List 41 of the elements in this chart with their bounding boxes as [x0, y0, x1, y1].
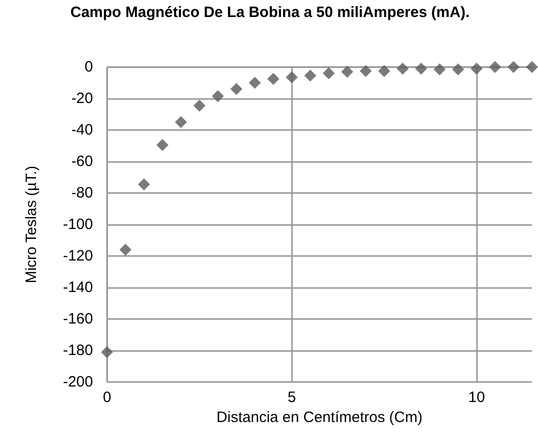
point: [526, 61, 538, 73]
point: [156, 138, 168, 151]
y-tick-label: -140: [62, 279, 93, 296]
point: [341, 66, 354, 78]
point: [174, 116, 187, 128]
point: [230, 83, 242, 96]
point: [396, 62, 409, 75]
y-tick-label: -60: [71, 153, 93, 170]
point: [322, 67, 335, 80]
x-tick-label: 0: [102, 389, 112, 406]
point: [138, 178, 150, 190]
y-axis-title: Micro Teslas (µT.): [23, 166, 40, 284]
point: [212, 90, 224, 102]
chart-title: Campo Magnético De La Bobina a 50 miliAmperes (mA).: [70, 3, 470, 22]
y-tick-label: -120: [62, 248, 93, 264]
point: [434, 63, 446, 76]
point: [489, 61, 502, 73]
point: [248, 76, 261, 89]
x-axis-title: Distancia en Centímetros (Cm): [216, 408, 422, 426]
y-tick-label: -80: [71, 184, 93, 202]
point: [193, 100, 206, 112]
point: [101, 346, 113, 358]
point: [360, 64, 372, 77]
point: [508, 61, 520, 73]
x-tick-label: 5: [288, 389, 296, 406]
y-tick-label: 0: [84, 58, 93, 76]
point: [286, 71, 298, 84]
y-tick-label: -20: [71, 90, 93, 107]
point: [119, 244, 132, 256]
y-tick-label: -160: [62, 310, 93, 328]
y-tick-label: -180: [62, 342, 93, 359]
point: [378, 64, 390, 77]
x-tick-label: 10: [468, 389, 485, 406]
point: [304, 70, 316, 82]
point: [415, 62, 428, 75]
y-tick-label: -200: [62, 374, 93, 390]
point: [267, 72, 280, 85]
y-tick-label: -100: [62, 216, 93, 233]
point: [452, 63, 464, 76]
point: [470, 62, 483, 75]
y-tick-label: -40: [71, 122, 93, 138]
